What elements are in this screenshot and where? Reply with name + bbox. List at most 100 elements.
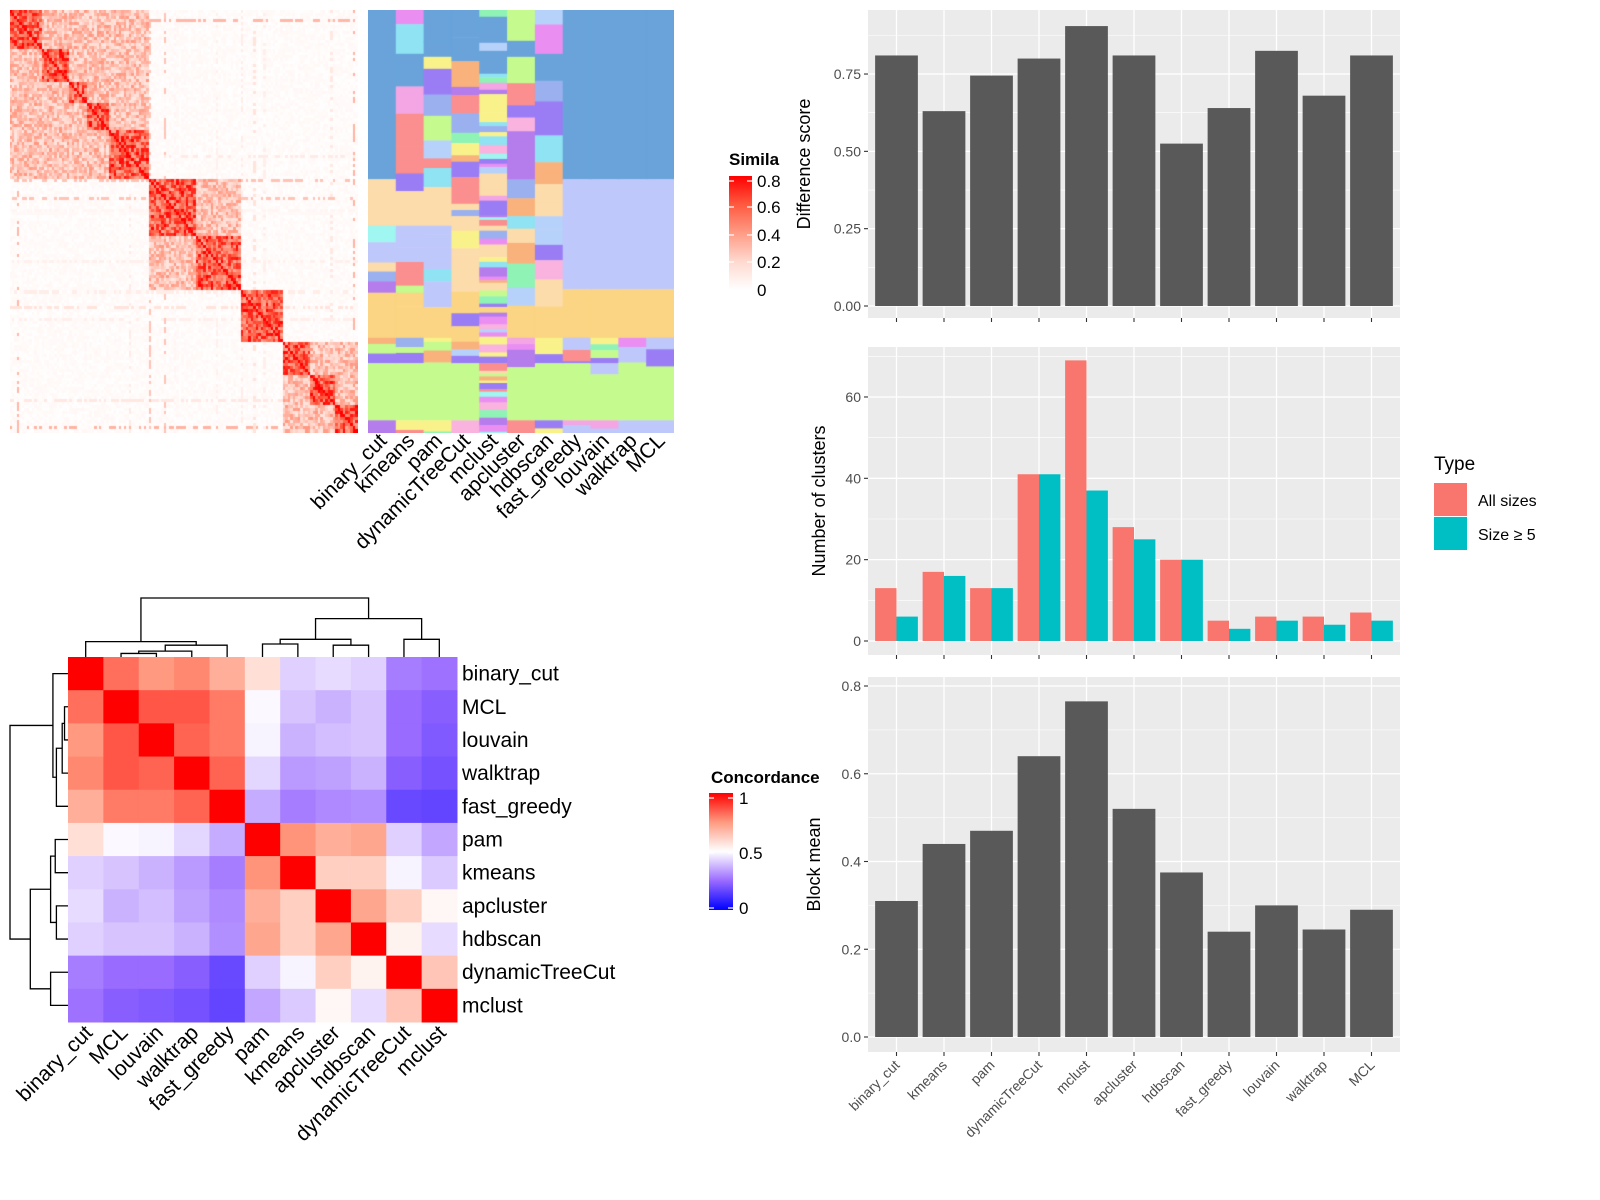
concordance-cell [350, 922, 387, 957]
type-legend-label: Size ≥ 5 [1478, 527, 1536, 544]
concordance-cell [103, 922, 140, 957]
x-tick-label: hdbscan [1139, 1057, 1188, 1106]
concordance-cell [103, 690, 140, 724]
bar [1160, 872, 1203, 1037]
concordance-cell [138, 955, 175, 990]
concordance-cell [138, 690, 175, 724]
concordance-cell [421, 988, 458, 1023]
concordance-cell [209, 657, 246, 691]
concordance-cell [244, 955, 281, 990]
x-tick-label: louvain [1240, 1057, 1283, 1100]
concordance-cell [103, 657, 140, 691]
concordance-cell [350, 988, 387, 1023]
concordance-cell [209, 856, 246, 890]
concordance-cell [280, 657, 317, 691]
y-axis-title: Block mean [804, 817, 824, 911]
column-dendrogram-branch [314, 618, 423, 640]
x-tick-label: pam [967, 1057, 998, 1088]
concordance-cell [209, 756, 246, 791]
concordance-cell [280, 756, 317, 791]
bar [1302, 95, 1346, 307]
bar-size-ge-5 [1134, 539, 1156, 641]
bar-all-sizes [970, 588, 992, 641]
concordance-cell [386, 723, 423, 758]
concordance-row-label: louvain [462, 729, 529, 752]
concordance-legend-tick: 0.5 [739, 844, 763, 863]
y-tick-label: 0.6 [842, 766, 862, 782]
concordance-cell [315, 756, 352, 791]
concordance-cell [421, 789, 458, 824]
concordance-cell [68, 723, 104, 758]
concordance-cell [68, 889, 104, 923]
bar [1065, 701, 1108, 1037]
concordance-cell [350, 889, 387, 923]
bar [970, 75, 1013, 306]
concordance-cell [138, 856, 175, 890]
concordance-cell [103, 723, 140, 758]
concordance-cell [280, 723, 317, 758]
concordance-cell [244, 922, 281, 957]
concordance-cell [244, 723, 281, 758]
concordance-cell [209, 955, 246, 990]
bar-all-sizes [1160, 559, 1182, 641]
bar [1302, 929, 1346, 1037]
y-tick-label: 0.00 [834, 298, 861, 314]
concordance-cell [315, 955, 352, 990]
similarity-legend-tick: 0.8 [757, 172, 781, 191]
bar-all-sizes [1017, 474, 1039, 641]
concordance-cell [386, 756, 423, 791]
concordance-cell [386, 822, 423, 857]
cluster-label-heatmap-image [368, 10, 674, 433]
bar [1112, 55, 1156, 307]
concordance-cell [315, 657, 352, 691]
concordance-cell [315, 789, 352, 824]
concordance-cell [421, 889, 458, 923]
concordance-cell [350, 756, 387, 791]
concordance-cell [68, 756, 104, 791]
bar [1207, 931, 1251, 1037]
concordance-cell [350, 723, 387, 758]
concordance-cell [209, 822, 246, 857]
concordance-cell [386, 789, 423, 824]
y-tick-label: 40 [845, 470, 861, 486]
concordance-cell [138, 922, 175, 957]
concordance-cell [68, 988, 104, 1023]
concordance-row-label: apcluster [462, 895, 547, 918]
concordance-cell [350, 690, 387, 724]
concordance-cell [315, 690, 352, 724]
bar-size-ge-5 [1371, 620, 1393, 641]
legend-key-swatch [1434, 483, 1467, 516]
concordance-cell [244, 889, 281, 923]
concordance-cell [386, 988, 423, 1023]
bar [875, 55, 918, 307]
x-tick-label: MCL [1345, 1057, 1377, 1089]
bar-size-ge-5 [1276, 620, 1298, 641]
concordance-cell [280, 955, 317, 990]
concordance-cell [103, 789, 140, 824]
concordance-legend-tick: 0 [739, 899, 748, 918]
concordance-cell [315, 822, 352, 857]
concordance-row-label: dynamicTreeCut [462, 961, 615, 984]
concordance-cell [315, 922, 352, 957]
concordance-cell [103, 756, 140, 791]
column-dendrogram-branch [120, 652, 158, 657]
bar-all-sizes [1255, 616, 1277, 641]
concordance-cell [386, 922, 423, 957]
bar-size-ge-5 [1039, 474, 1061, 641]
bar [1255, 50, 1298, 306]
concordance-legend-tick: 1 [739, 789, 748, 808]
bar-size-ge-5 [944, 575, 966, 641]
y-tick-label: 0.50 [834, 143, 861, 159]
row-dendrogram-branch [29, 888, 51, 990]
bar [1017, 756, 1061, 1037]
bar [1207, 108, 1251, 306]
row-dendrogram-branch [54, 838, 68, 874]
concordance-cell [280, 690, 317, 724]
x-tick-label: binary_cut [846, 1057, 903, 1114]
concordance-cell [174, 955, 210, 990]
concordance-cell [350, 822, 387, 857]
bar [1255, 905, 1298, 1037]
x-tick-label: apcluster [1089, 1057, 1141, 1109]
concordance-cell [244, 856, 281, 890]
bar-all-sizes [1302, 616, 1324, 641]
